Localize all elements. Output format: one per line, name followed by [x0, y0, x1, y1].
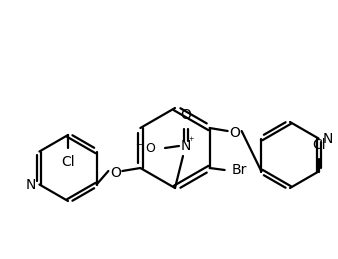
Text: O: O	[110, 166, 121, 180]
Text: $^+$: $^+$	[187, 136, 195, 146]
Text: O: O	[229, 126, 240, 140]
Text: N: N	[181, 139, 191, 153]
Text: O: O	[180, 108, 191, 122]
Text: Cl: Cl	[312, 138, 325, 152]
Text: Cl: Cl	[61, 155, 75, 169]
Text: Br: Br	[232, 163, 247, 177]
Text: N: N	[25, 177, 35, 191]
Text: $^-$O: $^-$O	[134, 141, 156, 155]
Text: N: N	[322, 132, 333, 146]
